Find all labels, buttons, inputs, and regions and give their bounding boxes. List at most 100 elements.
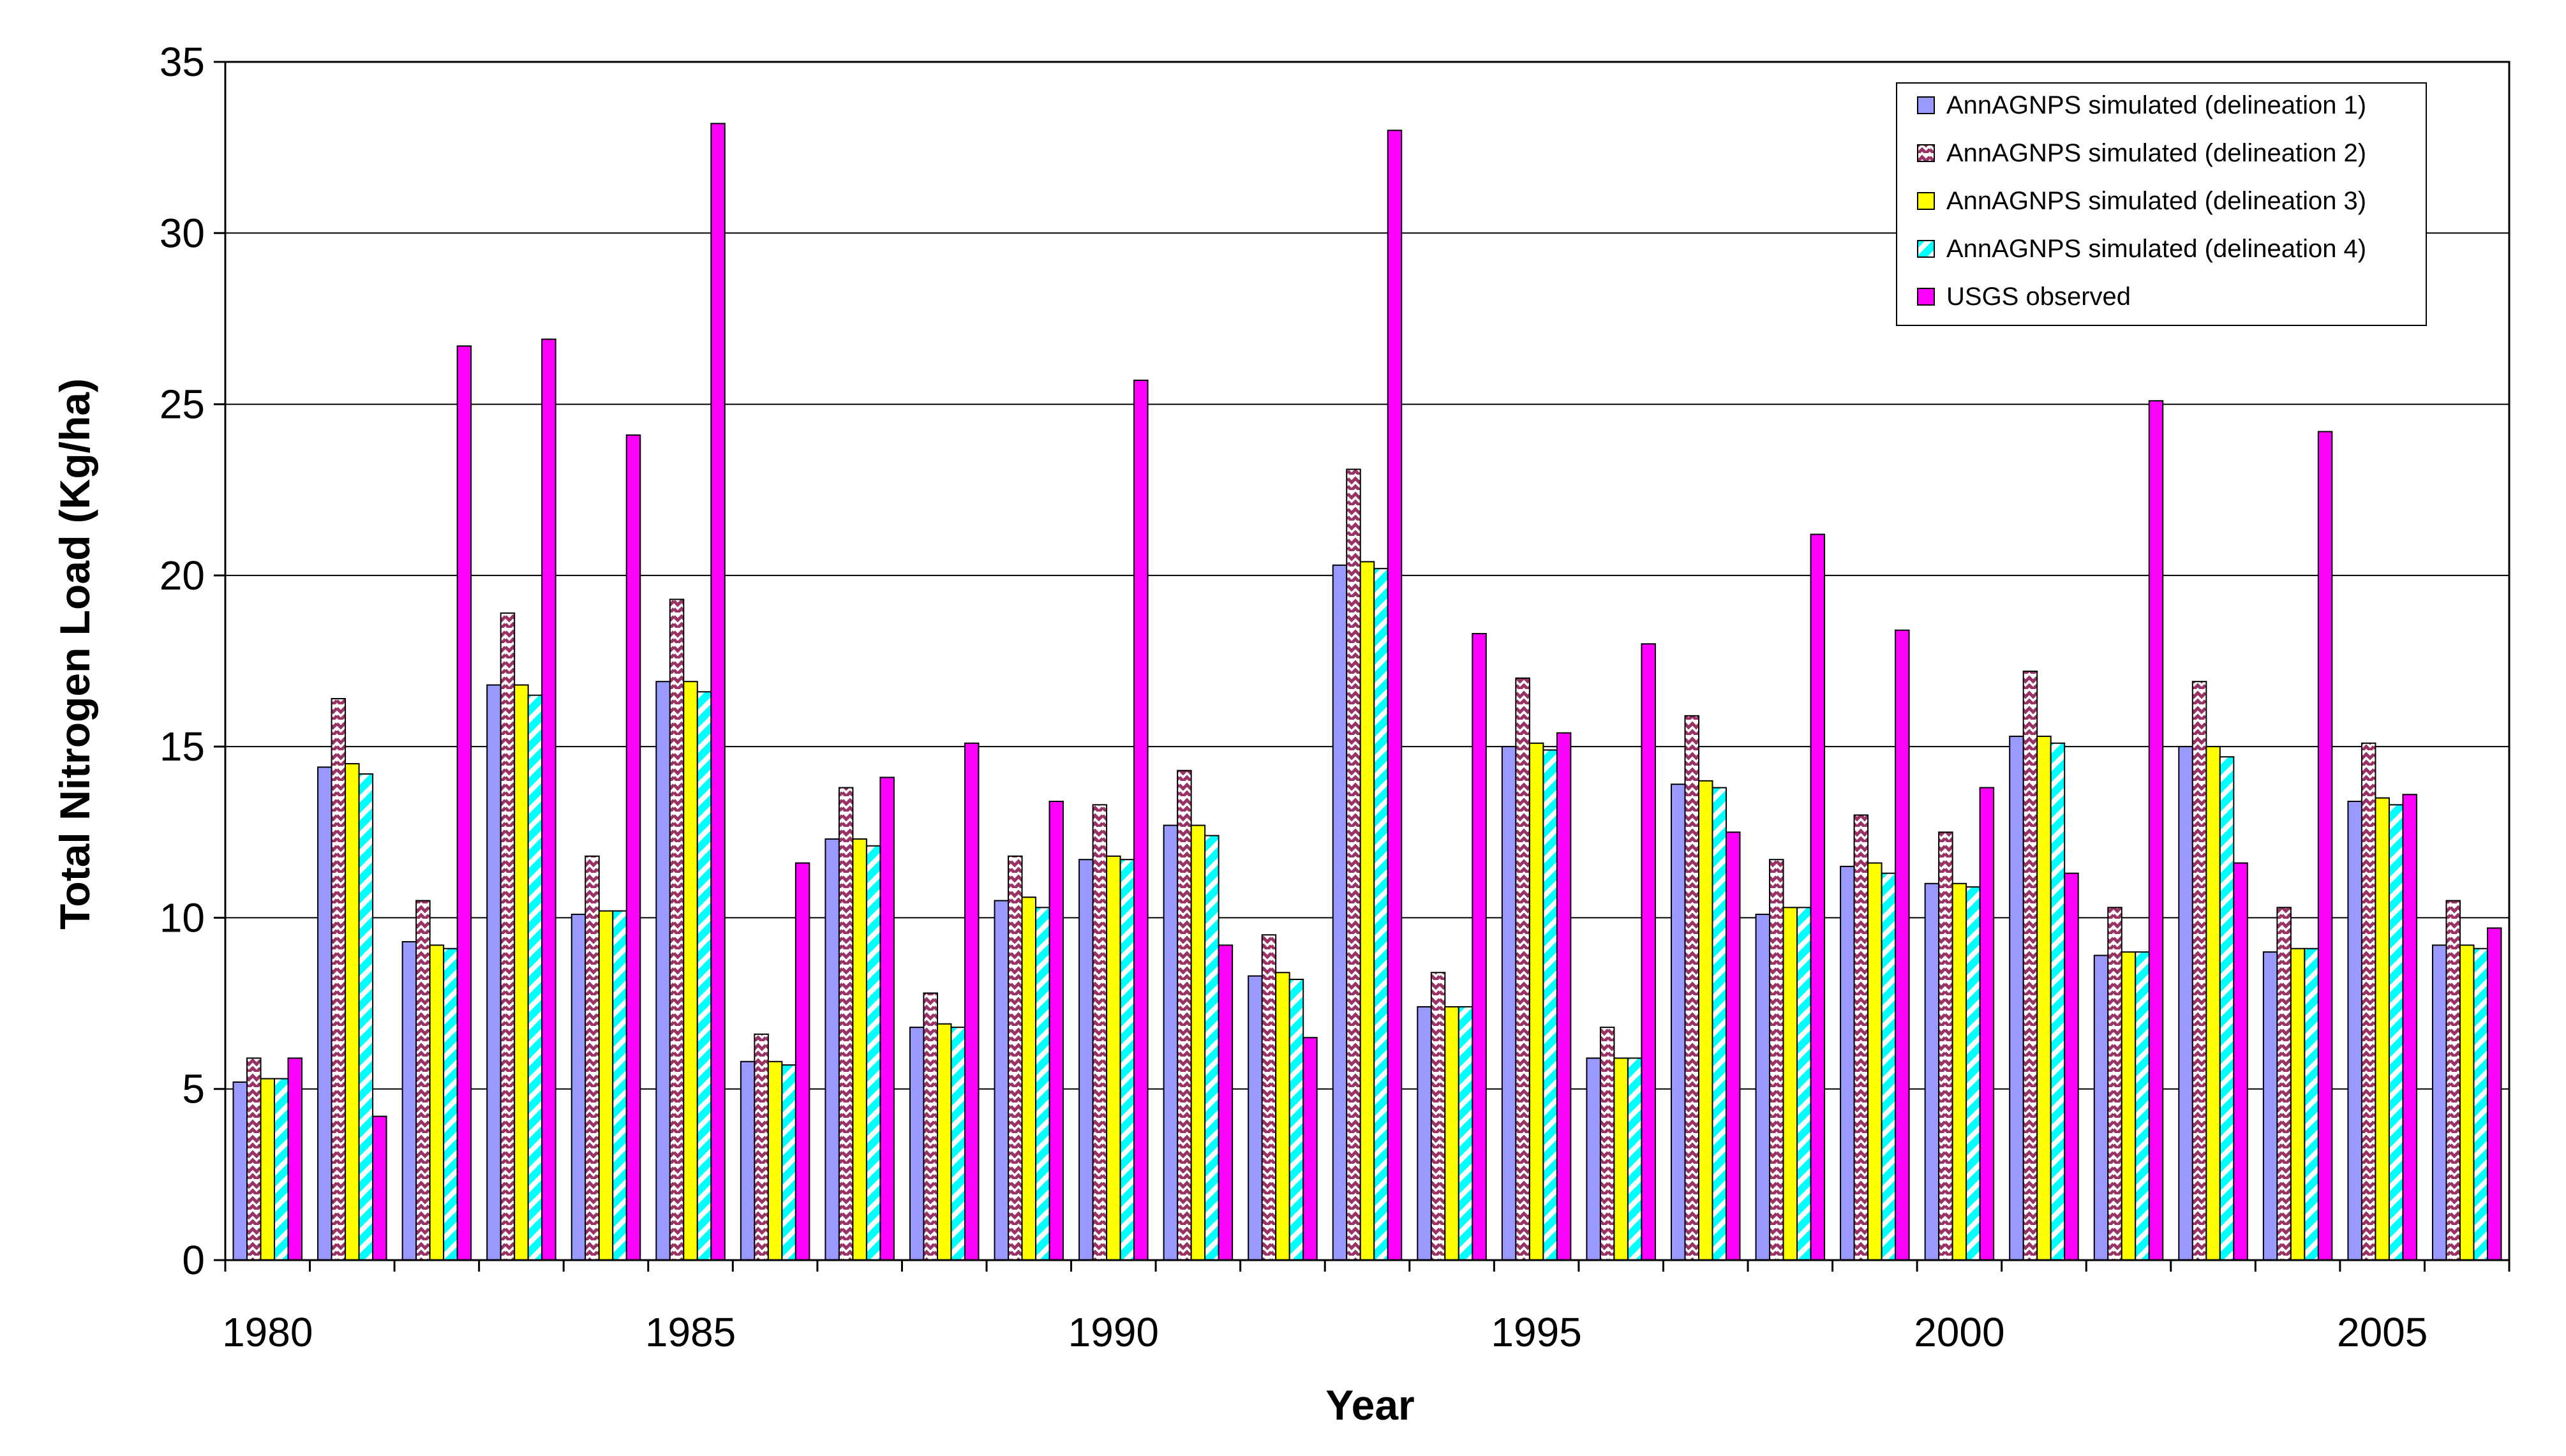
bar-2006-series-1: [2431, 944, 2447, 1261]
bar-1988-series-3: [936, 1023, 952, 1261]
bar-2001-series-2: [2022, 671, 2038, 1261]
bar-1998-series-4: [1796, 907, 1812, 1261]
bar-1987-series-3: [852, 838, 867, 1261]
bar-2004-series-3: [2290, 947, 2306, 1261]
y-tick-label: 15: [160, 724, 205, 769]
bar-2004-series-4: [2304, 947, 2319, 1261]
bar-1990-series-2: [1092, 804, 1108, 1261]
bar-2004-series-5: [2317, 431, 2333, 1261]
bar-1981-series-2: [331, 698, 347, 1261]
bar-1987-series-5: [879, 776, 895, 1261]
legend-swatch-2: [1917, 144, 1935, 162]
bar-1990-series-5: [1133, 380, 1149, 1261]
bar-1995-series-3: [1528, 742, 1544, 1261]
y-tick-label: 25: [160, 382, 205, 427]
plot-border: [224, 61, 2510, 1261]
bar-1986-series-5: [794, 862, 810, 1261]
bar-1982-series-4: [443, 947, 458, 1261]
bar-2002-series-1: [2093, 955, 2109, 1261]
bar-1991-series-4: [1204, 835, 1220, 1261]
bar-1981-series-3: [345, 762, 360, 1261]
bar-1996-series-2: [1599, 1027, 1615, 1261]
bar-1993-series-3: [1359, 561, 1375, 1261]
y-tick-label: 35: [160, 39, 205, 85]
bar-1981-series-5: [372, 1115, 387, 1261]
x-tick-label: 1990: [1068, 1309, 1159, 1355]
x-tick-label: 2005: [2337, 1309, 2428, 1355]
bar-1985-series-2: [669, 598, 685, 1261]
bar-1987-series-2: [838, 787, 854, 1261]
bar-1992-series-4: [1288, 979, 1304, 1261]
x-tick-label: 1985: [645, 1309, 736, 1355]
bar-1982-series-5: [456, 345, 472, 1261]
bar-2002-series-2: [2107, 907, 2122, 1261]
bar-1994-series-3: [1444, 1006, 1459, 1261]
bar-1984-series-2: [585, 855, 600, 1261]
bar-1991-series-3: [1190, 824, 1206, 1261]
bar-2000-series-4: [1966, 886, 1981, 1261]
bar-1993-series-1: [1332, 564, 1348, 1261]
bar-1995-series-1: [1501, 746, 1517, 1261]
legend-swatch-5: [1917, 288, 1935, 306]
bar-1996-series-1: [1586, 1057, 1601, 1261]
bar-2003-series-5: [2233, 862, 2248, 1261]
legend-label-2: AnnAGNPS simulated (delineation 2): [1946, 139, 2366, 167]
x-tick-label: 1980: [222, 1309, 313, 1355]
bar-2005-series-4: [2388, 804, 2404, 1261]
bar-2006-series-2: [2445, 900, 2461, 1261]
bar-2004-series-1: [2262, 951, 2278, 1261]
bar-1985-series-5: [710, 123, 726, 1261]
axes: [214, 61, 2510, 1272]
bar-1986-series-3: [767, 1060, 783, 1261]
bar-1992-series-3: [1275, 972, 1290, 1261]
bar-1985-series-4: [696, 691, 712, 1261]
legend-label-4: AnnAGNPS simulated (delineation 4): [1946, 235, 2366, 263]
bar-2005-series-3: [2375, 797, 2390, 1261]
y-tick-label: 20: [160, 553, 205, 598]
bar-1986-series-4: [781, 1064, 796, 1261]
bar-1983-series-1: [486, 684, 502, 1261]
bar-1980-series-3: [260, 1078, 276, 1261]
bar-1982-series-3: [429, 944, 445, 1261]
y-tick-label: 10: [160, 895, 205, 940]
legend-swatch-4: [1917, 240, 1935, 258]
bar-2001-series-1: [2009, 736, 2024, 1261]
bar-2003-series-4: [2219, 756, 2235, 1261]
bar-1999-series-4: [1881, 872, 1897, 1261]
bar-1982-series-1: [401, 940, 417, 1261]
bar-1984-series-5: [625, 434, 641, 1261]
x-axis-title: Year: [1325, 1381, 1414, 1429]
bar-1998-series-1: [1755, 914, 1771, 1261]
bar-1983-series-4: [527, 694, 543, 1261]
bar-1989-series-1: [994, 900, 1010, 1261]
bar-2000-series-2: [1938, 831, 1953, 1261]
bar-1984-series-3: [598, 910, 614, 1261]
bar-1990-series-1: [1078, 859, 1094, 1261]
bar-1992-series-5: [1302, 1037, 1318, 1261]
bar-2003-series-1: [2178, 746, 2193, 1261]
bar-1989-series-5: [1048, 800, 1064, 1261]
bar-1991-series-1: [1163, 824, 1179, 1261]
bar-1991-series-5: [1218, 944, 1234, 1261]
bar-1997-series-5: [1725, 831, 1741, 1261]
y-axis-title: Total Nitrogen Load (Kg/ha): [51, 378, 98, 930]
bar-1993-series-5: [1387, 130, 1403, 1261]
bar-2006-series-5: [2486, 927, 2502, 1261]
bar-1997-series-1: [1670, 784, 1686, 1261]
bar-2003-series-2: [2191, 681, 2207, 1261]
bar-1990-series-4: [1119, 859, 1135, 1261]
bar-2004-series-2: [2276, 907, 2292, 1261]
bar-2002-series-4: [2135, 951, 2150, 1261]
bar-1992-series-1: [1248, 975, 1263, 1261]
bar-2002-series-5: [2148, 400, 2164, 1261]
bar-1994-series-2: [1430, 972, 1446, 1261]
bar-1994-series-1: [1417, 1006, 1432, 1261]
bar-1999-series-3: [1867, 862, 1883, 1261]
bar-1995-series-2: [1515, 677, 1530, 1261]
bar-1983-series-2: [500, 612, 516, 1261]
bar-2001-series-3: [2036, 736, 2052, 1261]
bar-1994-series-4: [1458, 1006, 1473, 1261]
bar-1989-series-2: [1008, 855, 1023, 1261]
